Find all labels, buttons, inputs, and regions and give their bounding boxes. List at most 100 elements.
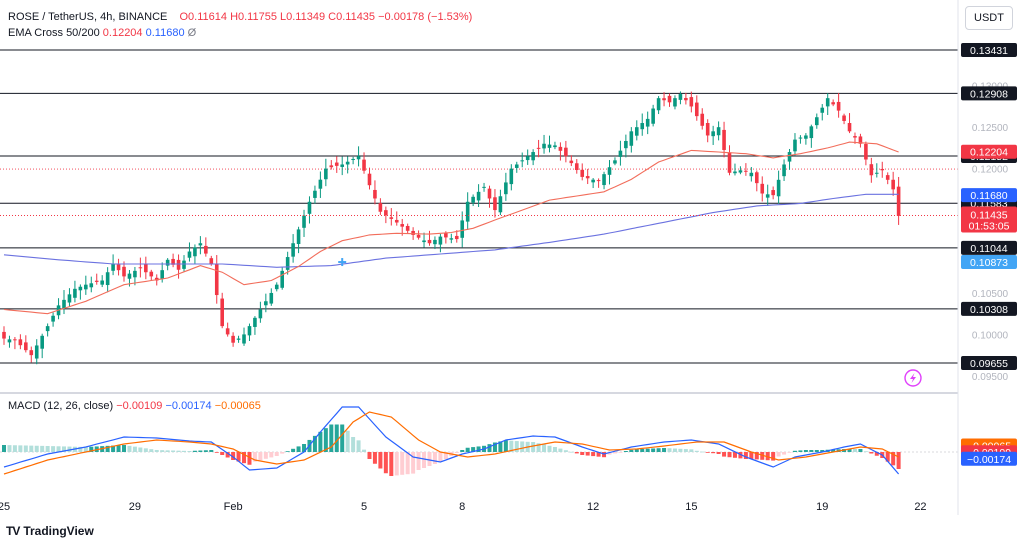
- candle[interactable]: [209, 258, 214, 264]
- candle[interactable]: [427, 239, 432, 244]
- candle[interactable]: [454, 235, 459, 240]
- candle[interactable]: [602, 174, 606, 186]
- candle[interactable]: [296, 229, 301, 245]
- candle[interactable]: [847, 123, 852, 132]
- candle[interactable]: [509, 168, 514, 185]
- candle[interactable]: [34, 345, 39, 359]
- candle[interactable]: [656, 98, 661, 111]
- candle[interactable]: [329, 165, 334, 168]
- candle[interactable]: [891, 179, 895, 190]
- candle[interactable]: [542, 143, 546, 149]
- macd-legend[interactable]: MACD (12, 26, close) −0.00109 −0.00174 −…: [8, 400, 261, 412]
- candle[interactable]: [133, 270, 137, 278]
- candle[interactable]: [580, 169, 585, 177]
- symbol-title[interactable]: ROSE / TetherUS, 4h, BINANCE: [8, 11, 168, 23]
- candle[interactable]: [122, 266, 126, 277]
- candle[interactable]: [384, 210, 388, 216]
- candle[interactable]: [858, 136, 863, 144]
- candle[interactable]: [127, 273, 132, 279]
- candle[interactable]: [569, 160, 574, 164]
- candle[interactable]: [302, 215, 306, 228]
- candle[interactable]: [624, 140, 628, 149]
- candle[interactable]: [280, 270, 285, 288]
- candle[interactable]: [880, 168, 885, 171]
- candle[interactable]: [165, 259, 170, 266]
- candle[interactable]: [40, 335, 44, 349]
- candle[interactable]: [596, 180, 601, 182]
- candle[interactable]: [487, 188, 492, 199]
- candle[interactable]: [411, 230, 415, 235]
- price-badge-bg[interactable]: [961, 188, 1017, 203]
- ema-cross-marker[interactable]: [338, 258, 347, 267]
- candle[interactable]: [607, 167, 612, 175]
- candle[interactable]: [367, 173, 372, 186]
- price-badge-bg[interactable]: [961, 144, 1017, 159]
- candle[interactable]: [831, 102, 835, 105]
- level-badge-bg[interactable]: [961, 356, 1017, 371]
- candle[interactable]: [564, 147, 568, 157]
- candle[interactable]: [400, 224, 405, 227]
- candle[interactable]: [89, 283, 94, 288]
- candle[interactable]: [225, 328, 230, 335]
- candle[interactable]: [531, 152, 535, 161]
- candle[interactable]: [7, 339, 12, 343]
- countdown-badge[interactable]: 01:53:05: [969, 220, 1010, 232]
- candle[interactable]: [809, 126, 814, 139]
- candle[interactable]: [662, 98, 666, 101]
- candle[interactable]: [640, 123, 645, 130]
- candle[interactable]: [634, 127, 639, 136]
- candle[interactable]: [853, 136, 857, 138]
- candle[interactable]: [231, 335, 235, 343]
- price-badge[interactable]: 0.10873: [970, 257, 1008, 269]
- candle[interactable]: [373, 189, 377, 199]
- ema-legend[interactable]: EMA Cross 50/200 0.12204 0.11680 Ø: [8, 27, 196, 39]
- candle[interactable]: [744, 170, 748, 172]
- level-badge[interactable]: 0.13431: [970, 45, 1008, 57]
- candle[interactable]: [78, 286, 83, 291]
- ema-legend-label[interactable]: EMA Cross 50/200: [8, 27, 100, 39]
- candle[interactable]: [765, 194, 770, 198]
- candle[interactable]: [553, 145, 557, 148]
- tradingview-logo[interactable]: TV TradingView: [6, 524, 94, 538]
- candle[interactable]: [269, 292, 274, 304]
- level-badge-bg[interactable]: [961, 43, 1017, 58]
- candle[interactable]: [422, 240, 426, 243]
- last-price-badge[interactable]: 0.11435: [970, 209, 1007, 221]
- candle[interactable]: [362, 159, 366, 171]
- candle[interactable]: [651, 108, 655, 124]
- candle[interactable]: [613, 160, 617, 164]
- candle[interactable]: [318, 179, 323, 189]
- candle[interactable]: [236, 338, 241, 340]
- candle[interactable]: [105, 272, 110, 286]
- candle[interactable]: [67, 294, 72, 303]
- candle[interactable]: [405, 225, 410, 231]
- candle[interactable]: [460, 220, 465, 238]
- price-badge[interactable]: 0.12204: [970, 147, 1008, 159]
- candle[interactable]: [558, 146, 563, 151]
- alert-icon[interactable]: [904, 369, 922, 387]
- candle[interactable]: [684, 97, 688, 101]
- candle[interactable]: [547, 144, 552, 148]
- candle[interactable]: [536, 147, 541, 149]
- candle[interactable]: [13, 339, 17, 341]
- candle[interactable]: [476, 191, 481, 201]
- candle[interactable]: [345, 161, 350, 165]
- time-axis[interactable]: 25 29 Feb 5 8 12 15 19 22: [0, 501, 927, 513]
- candle[interactable]: [94, 280, 99, 282]
- candle[interactable]: [285, 257, 290, 270]
- candle[interactable]: [253, 317, 257, 327]
- candle[interactable]: [465, 201, 470, 222]
- candle[interactable]: [591, 179, 595, 183]
- candle[interactable]: [444, 233, 448, 238]
- candle[interactable]: [798, 137, 803, 139]
- candle[interactable]: [433, 239, 437, 245]
- candle[interactable]: [24, 342, 28, 351]
- level-badge-bg[interactable]: [961, 301, 1017, 316]
- level-badge[interactable]: 0.10308: [970, 304, 1008, 316]
- candle[interactable]: [220, 298, 224, 327]
- candle[interactable]: [667, 95, 672, 103]
- price-badge-bg[interactable]: [961, 255, 1017, 270]
- level-badge-bg[interactable]: [961, 240, 1017, 255]
- candle[interactable]: [313, 190, 317, 198]
